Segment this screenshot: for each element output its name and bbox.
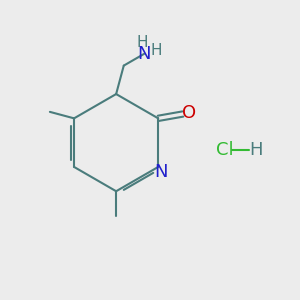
Text: Cl: Cl [216, 141, 234, 159]
Text: O: O [182, 104, 197, 122]
Text: H: H [249, 141, 263, 159]
Text: H: H [137, 34, 148, 50]
Text: N: N [154, 163, 167, 181]
Text: N: N [137, 45, 151, 63]
Text: H: H [151, 44, 162, 59]
